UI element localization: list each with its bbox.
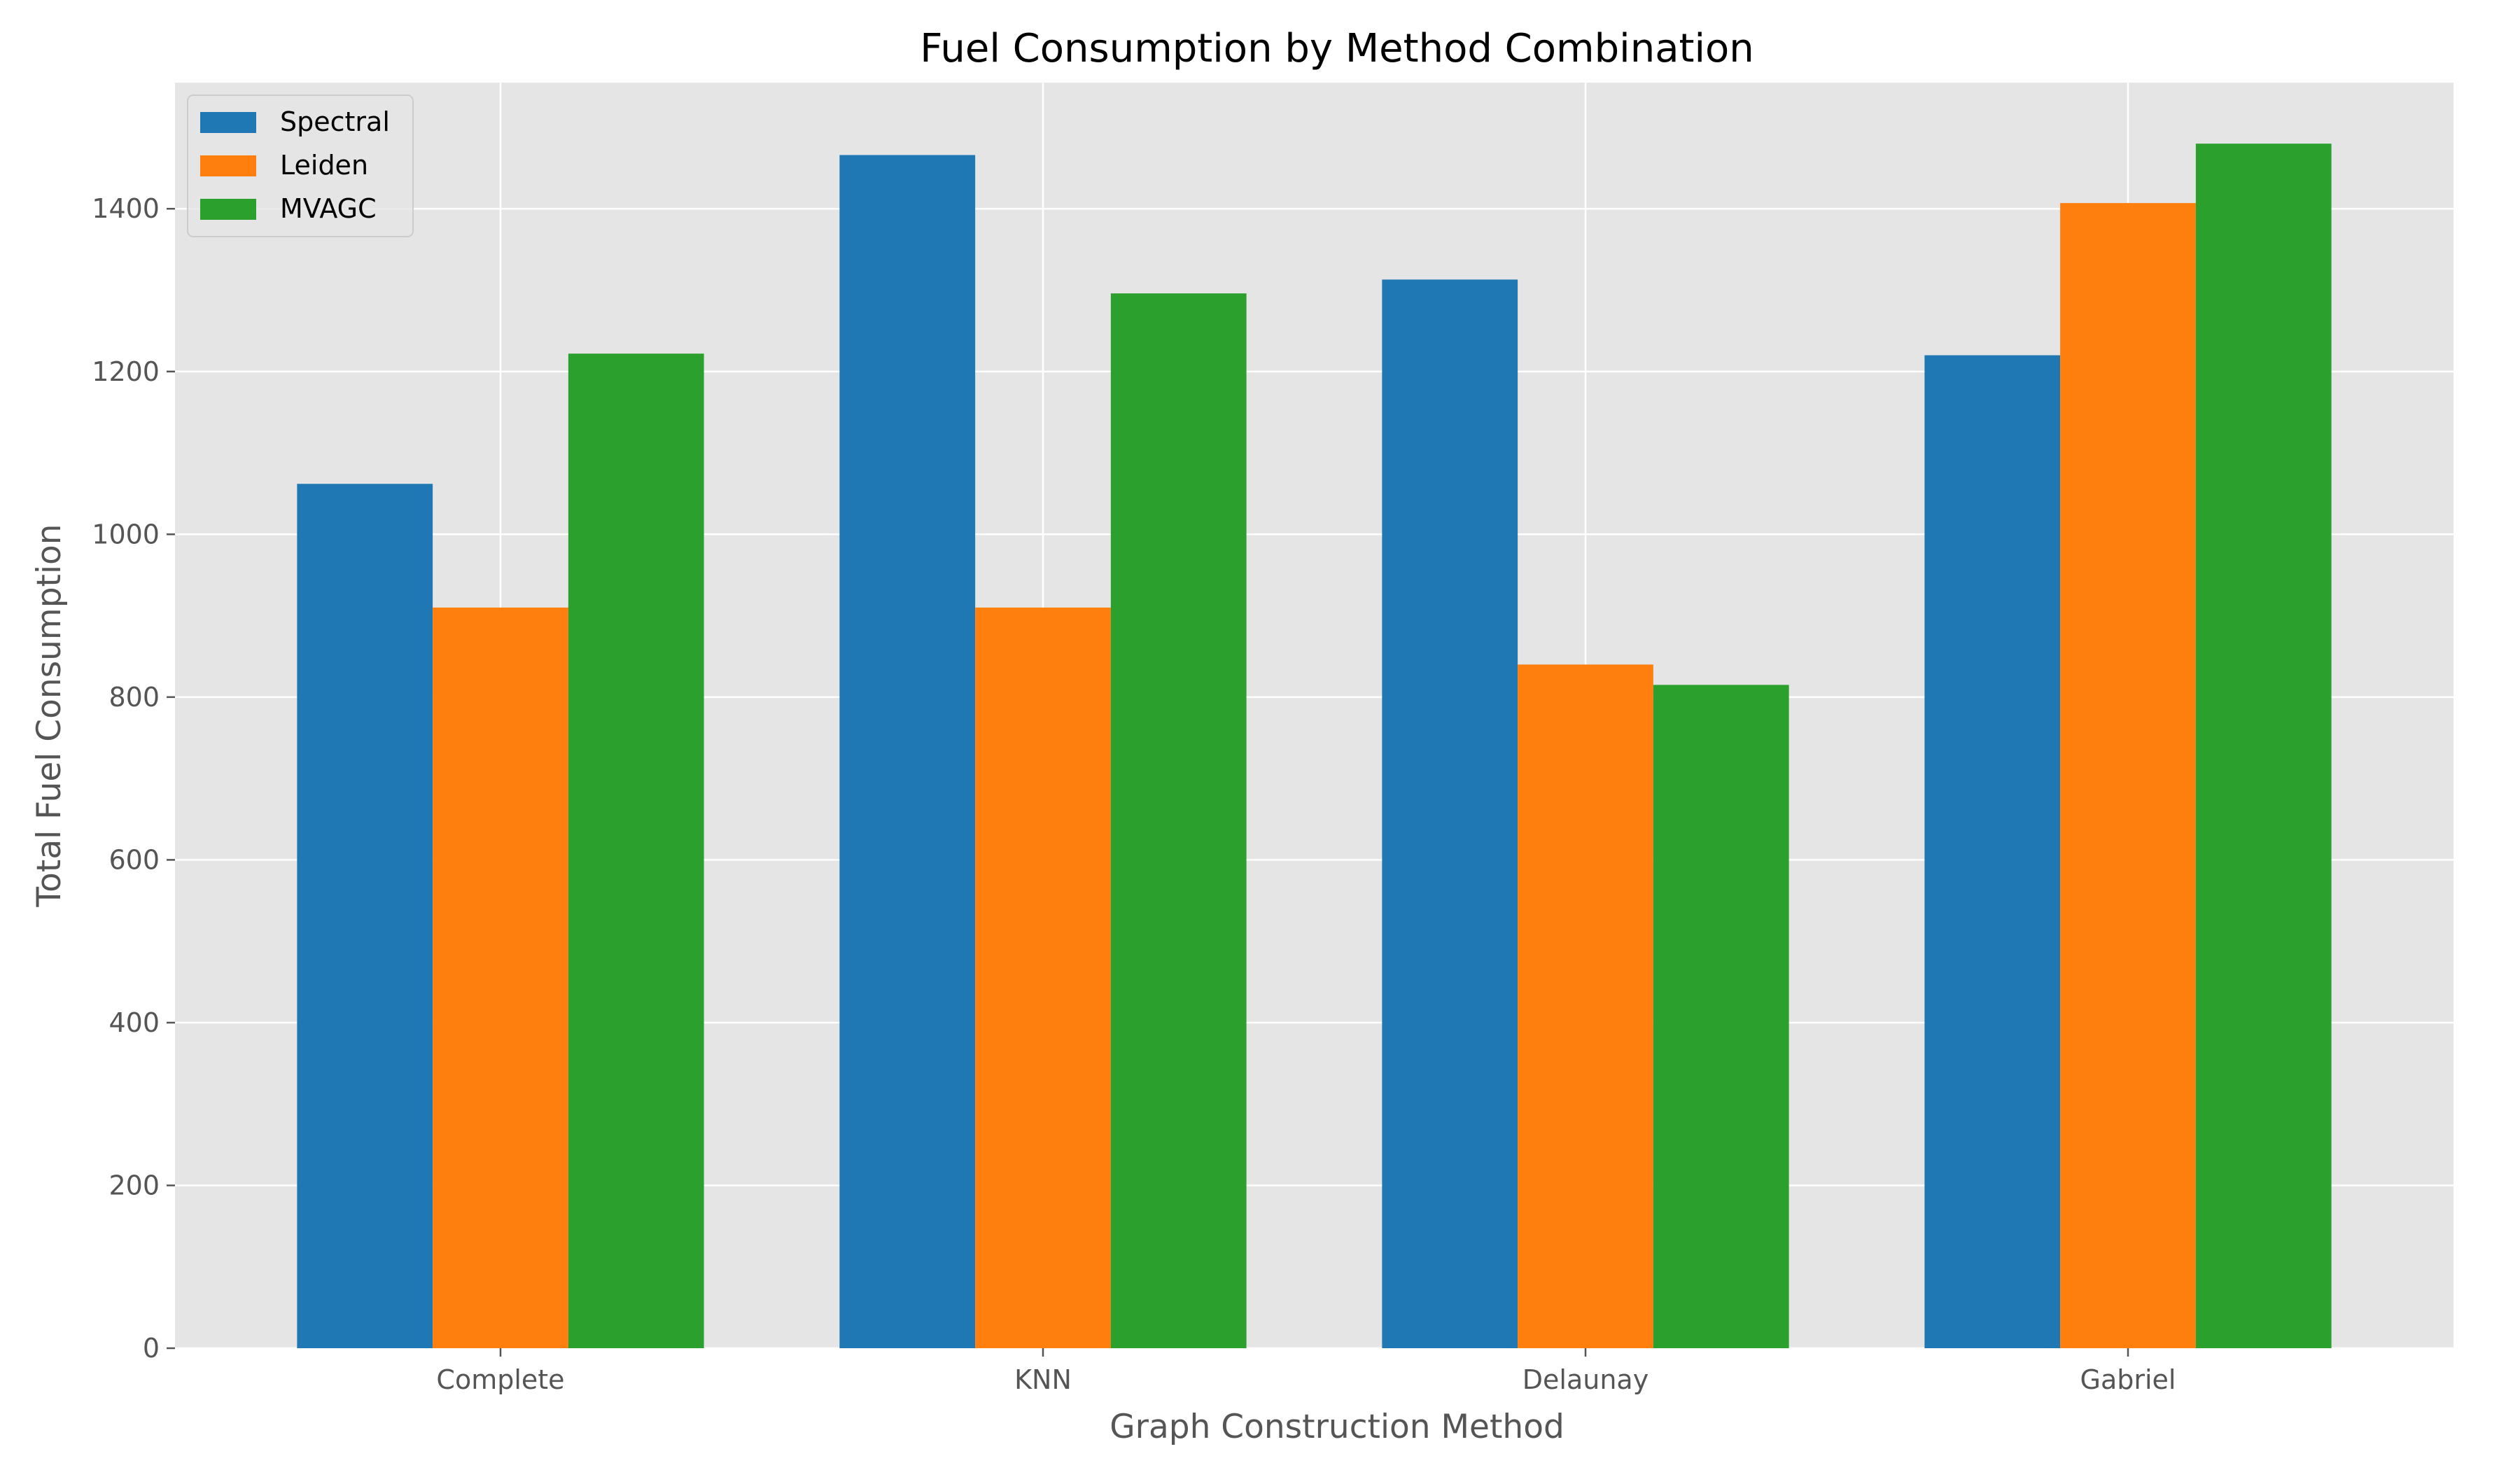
bar-leiden-complete [433,607,568,1348]
x-tick-label: Gabriel [2080,1364,2176,1395]
legend-label-leiden: Leiden [280,150,368,181]
bar-spectral-gabriel [1924,355,2061,1348]
legend-swatch-mvagc [200,199,256,220]
bar-mvagc-knn [1110,293,1247,1349]
bar-leiden-gabriel [2060,203,2196,1349]
y-tick-label: 400 [108,1007,160,1038]
y-axis-label: Total Fuel Consumption [30,524,69,907]
legend-label-mvagc: MVAGC [280,193,377,224]
chart-title: Fuel Consumption by Method Combination [920,26,1754,71]
legend-swatch-leiden [200,155,256,176]
bars [297,144,2332,1349]
bar-mvagc-delaunay [1653,685,1789,1348]
bar-leiden-delaunay [1518,664,1653,1348]
bar-leiden-knn [975,607,1111,1348]
legend: Spectral Leiden MVAGC [187,94,414,237]
x-tick-label: Delaunay [1522,1364,1648,1395]
bar-mvagc-complete [568,354,704,1348]
bar-spectral-complete [297,484,433,1348]
legend-swatch-spectral [200,112,256,133]
y-tick-label: 1000 [92,519,160,550]
y-tick-label: 1400 [92,193,160,224]
y-tick-label: 600 [108,844,160,875]
y-tick-label: 0 [143,1333,160,1364]
x-tick-label: Complete [436,1364,564,1395]
legend-label-spectral: Spectral [280,106,390,137]
bar-mvagc-gabriel [2195,144,2332,1348]
x-axis-label: Graph Construction Method [1110,1408,1564,1446]
bar-spectral-knn [839,155,976,1349]
y-tick-label: 200 [108,1170,160,1200]
y-tick-label: 800 [108,682,160,713]
x-tick-label: KNN [1014,1364,1072,1395]
y-tick-label: 1200 [92,356,160,387]
bar-spectral-delaunay [1382,279,1518,1348]
axis-ticks: 0 200 400 600 800 1000 1200 1400 Complete KNN Dela… [92,193,2176,1395]
